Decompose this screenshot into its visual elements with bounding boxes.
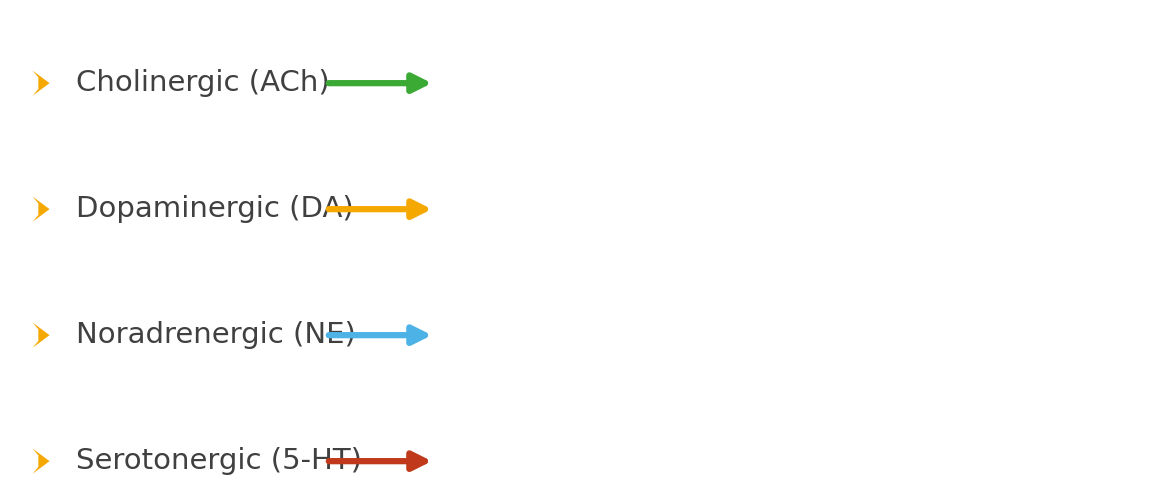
Text: Dopaminergic (DA): Dopaminergic (DA) (76, 195, 354, 223)
Polygon shape (32, 323, 50, 348)
Polygon shape (32, 71, 50, 96)
Text: Serotonergic (5-HT): Serotonergic (5-HT) (76, 447, 362, 475)
Text: Cholinergic (ACh): Cholinergic (ACh) (76, 69, 329, 97)
Polygon shape (32, 449, 50, 474)
Polygon shape (32, 197, 50, 222)
Text: Noradrenergic (NE): Noradrenergic (NE) (76, 321, 356, 349)
